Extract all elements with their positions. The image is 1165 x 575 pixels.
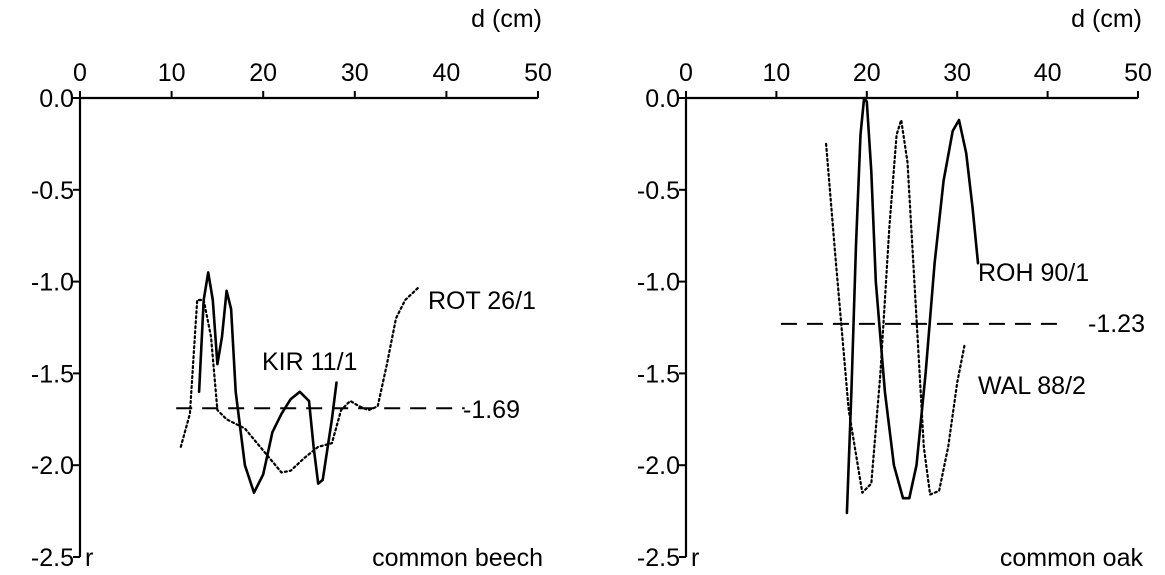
y-tick-label: -1.5 <box>31 360 74 388</box>
y-axis-title: r <box>85 544 93 572</box>
reference-line-label: -1.23 <box>1088 310 1145 338</box>
y-tick-label: -0.5 <box>637 177 680 205</box>
x-tick-label: 50 <box>524 59 552 87</box>
x-tick-label: 0 <box>679 59 693 87</box>
series-label-wal-88-2: WAL 88/2 <box>978 372 1086 400</box>
chart-common-beech: 0 10 20 30 40 50 0.0 -0.5 -1.0 -1.5 -2.0 -2.5 d (c… <box>31 5 552 572</box>
x-tick-label: 0 <box>73 59 87 87</box>
x-tick-label: 20 <box>853 59 881 87</box>
x-tick-label: 10 <box>158 59 186 87</box>
x-ticks: 0 10 20 30 40 50 <box>679 59 1152 98</box>
y-tick-label: 0.0 <box>645 85 680 113</box>
x-tick-label: 10 <box>762 59 790 87</box>
series-label-kir-11-1: KIR 11/1 <box>262 348 357 376</box>
y-tick-label: -1.5 <box>637 360 680 388</box>
series-line-wal-88-2 <box>825 118 966 496</box>
panel-label: common oak <box>1000 544 1144 572</box>
x-tick-label: 40 <box>1034 59 1062 87</box>
y-tick-label: -1.0 <box>637 269 680 297</box>
y-tick-label: -2.0 <box>31 452 74 480</box>
y-tick-label: -2.0 <box>637 452 680 480</box>
series-group <box>825 96 980 515</box>
series-line-rot-26-1 <box>179 286 420 474</box>
y-tick-label: -2.5 <box>31 544 74 572</box>
series-line-roh-90-1 <box>845 96 980 515</box>
y-tick-label: 0.0 <box>39 85 74 113</box>
y-tick-label: -0.5 <box>31 177 74 205</box>
panel-label: common beech <box>372 544 543 572</box>
x-tick-label: 30 <box>341 59 369 87</box>
x-tick-label: 40 <box>432 59 460 87</box>
x-tick-label: 50 <box>1124 59 1152 87</box>
x-ticks: 0 10 20 30 40 50 <box>73 59 552 98</box>
series-label-roh-90-1: ROH 90/1 <box>978 259 1089 287</box>
series-label-rot-26-1: ROT 26/1 <box>428 287 536 315</box>
y-ticks: 0.0 -0.5 -1.0 -1.5 -2.0 -2.5 <box>31 85 80 572</box>
y-ticks: 0.0 -0.5 -1.0 -1.5 -2.0 -2.5 <box>637 85 686 572</box>
x-tick-label: 20 <box>249 59 277 87</box>
x-tick-label: 30 <box>943 59 971 87</box>
y-tick-label: -1.0 <box>31 269 74 297</box>
series-line-kir-11-1 <box>197 271 338 494</box>
x-axis-title: d (cm) <box>471 5 542 33</box>
y-tick-label: -2.5 <box>637 544 680 572</box>
series-group <box>179 271 420 494</box>
chart-common-oak: 0 10 20 30 40 50 0.0 -0.5 -1.0 -1.5 -2.0 -2.5 d (c… <box>637 5 1152 572</box>
y-axis-title: r <box>691 544 699 572</box>
x-axis-title: d (cm) <box>1071 5 1142 33</box>
reference-line-label: -1.69 <box>463 396 520 424</box>
